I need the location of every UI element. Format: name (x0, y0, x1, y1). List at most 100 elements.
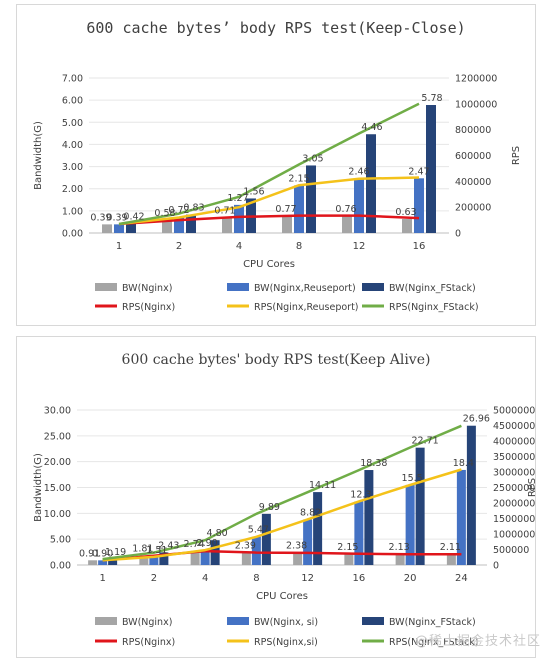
bar-bw-nginx-reuseport- (174, 217, 184, 233)
data-label: 1.51 (146, 545, 167, 556)
y-tick-label: 25.00 (44, 431, 71, 442)
x-tick-label: 2 (176, 241, 182, 252)
x-tick-label: 20 (404, 573, 417, 584)
data-label: 2.43 (158, 540, 179, 551)
data-label: 18.38 (360, 458, 387, 469)
chart-panel-keep-alive: 600 cache bytes' body RPS test(Keep Aliv… (16, 336, 536, 658)
data-label: 0.39 (106, 212, 127, 223)
y-tick-label: 0.00 (50, 561, 71, 572)
y2-tick-label: 500000 (493, 545, 529, 556)
y-tick-label: 5.00 (50, 535, 71, 546)
bar-bw-nginx-reuseport- (354, 178, 364, 233)
legend-label: RPS(Nginx_FStack) (389, 637, 479, 648)
bar-bw-nginx-si- (149, 557, 159, 565)
bar-bw-nginx-fstack- (306, 165, 316, 233)
y2-tick-label: 2500000 (493, 483, 535, 494)
line-rps-nginx-fstack- (102, 424, 462, 561)
y-tick-label: 10.00 (44, 509, 71, 520)
y-tick-label: 6.00 (62, 96, 83, 107)
data-label: 2.15 (337, 542, 358, 553)
x-tick-label: 16 (413, 241, 426, 252)
bar-bw-nginx- (293, 552, 303, 565)
data-label: 2.13 (389, 542, 410, 553)
legend-label: RPS(Nginx,Reuseport) (254, 302, 359, 313)
bar-bw-nginx-si- (98, 560, 108, 565)
y2-tick-label: 800000 (455, 125, 491, 136)
x-axis-label: CPU Cores (256, 591, 308, 602)
chart-title: 600 cache bytes’ body RPS test(Keep-Clos… (86, 19, 465, 37)
bar-bw-nginx-si- (200, 550, 210, 565)
y2-tick-label: 1000000 (455, 99, 497, 110)
x-tick-label: 2 (151, 573, 157, 584)
data-label: 12.3 (350, 489, 371, 500)
legend-label: RPS(Nginx) (122, 302, 175, 313)
y2-tick-label: 2000000 (493, 499, 535, 510)
legend-label: BW(Nginx_FStack) (389, 283, 476, 294)
bar-bw-nginx- (139, 555, 149, 565)
legend-label: RPS(Nginx) (122, 637, 175, 648)
legend-label: BW(Nginx_FStack) (389, 617, 476, 628)
line-rps-nginx- (118, 214, 420, 226)
bar-bw-nginx-fstack- (313, 492, 323, 565)
y2-tick-label: 200000 (455, 203, 491, 214)
bar-bw-nginx- (344, 553, 354, 565)
x-axis-label: CPU Cores (243, 259, 295, 270)
bar-bw-nginx-fstack- (364, 470, 374, 565)
bar-bw-nginx-fstack- (366, 134, 376, 233)
data-label: 1.27 (227, 193, 248, 204)
bar-bw-nginx- (190, 550, 200, 565)
data-label: 1.56 (243, 186, 264, 197)
data-label: 1.19 (105, 547, 126, 558)
data-label: 0.42 (123, 212, 144, 223)
data-label: 0.91 (79, 548, 100, 559)
data-label: 0.58 (154, 208, 175, 219)
legend-swatch (95, 617, 117, 625)
legend-swatch (362, 617, 384, 625)
bar-bw-nginx-reuseport- (114, 224, 124, 233)
legend-swatch (95, 283, 117, 291)
y2-tick-label: 600000 (455, 151, 491, 162)
x-tick-label: 8 (253, 573, 259, 584)
line-rps-nginx-si- (102, 468, 462, 562)
data-label: 3.05 (302, 153, 323, 164)
data-label: 2.47 (408, 166, 429, 177)
chart-panel-keep-close: 600 cache bytes’ body RPS test(Keep-Clos… (16, 4, 536, 326)
bar-bw-nginx- (162, 220, 172, 233)
y2-tick-label: 1200000 (455, 74, 497, 85)
x-tick-label: 12 (353, 241, 366, 252)
y-tick-label: 3.00 (62, 162, 83, 173)
bar-bw-nginx-fstack- (415, 447, 425, 565)
x-tick-label: 1 (99, 573, 105, 584)
bar-bw-nginx-si- (405, 484, 415, 565)
data-label: 9.89 (259, 502, 280, 513)
y-tick-label: 0.00 (62, 229, 83, 240)
bar-bw-nginx-si- (354, 501, 364, 565)
data-label: 2.15 (288, 173, 309, 184)
data-label: 2.11 (440, 542, 461, 553)
y2-tick-label: 400000 (455, 177, 491, 188)
x-tick-label: 4 (236, 241, 242, 252)
data-label: 0.77 (275, 204, 296, 215)
y2-tick-label: 4000000 (493, 437, 535, 448)
x-tick-label: 12 (301, 573, 314, 584)
y2-tick-label: 5000000 (493, 406, 535, 417)
data-label: 0.39 (90, 212, 111, 223)
y2-tick-label: 4500000 (493, 421, 535, 432)
data-label: 2.38 (286, 541, 307, 552)
y2-tick-label: 0 (455, 229, 461, 240)
data-label: 2.74 (184, 539, 205, 550)
bar-bw-nginx-fstack- (186, 214, 196, 233)
data-label: 2.39 (235, 541, 256, 552)
legend-swatch (227, 283, 249, 291)
data-label: 15.5 (402, 473, 423, 484)
bar-bw-nginx- (88, 560, 98, 565)
legend-label: BW(Nginx) (122, 617, 172, 628)
legend-label: BW(Nginx,Reuseport) (254, 283, 356, 294)
chart-keep-close: 600 cache bytes’ body RPS test(Keep-Clos… (33, 19, 522, 313)
x-tick-label: 16 (353, 573, 366, 584)
data-label: 18.4 (453, 458, 474, 469)
data-label: 0.76 (335, 204, 356, 215)
y2-tick-label: 3500000 (493, 452, 535, 463)
data-label: 0.90 (92, 548, 113, 559)
y-tick-label: 4.00 (62, 140, 83, 151)
